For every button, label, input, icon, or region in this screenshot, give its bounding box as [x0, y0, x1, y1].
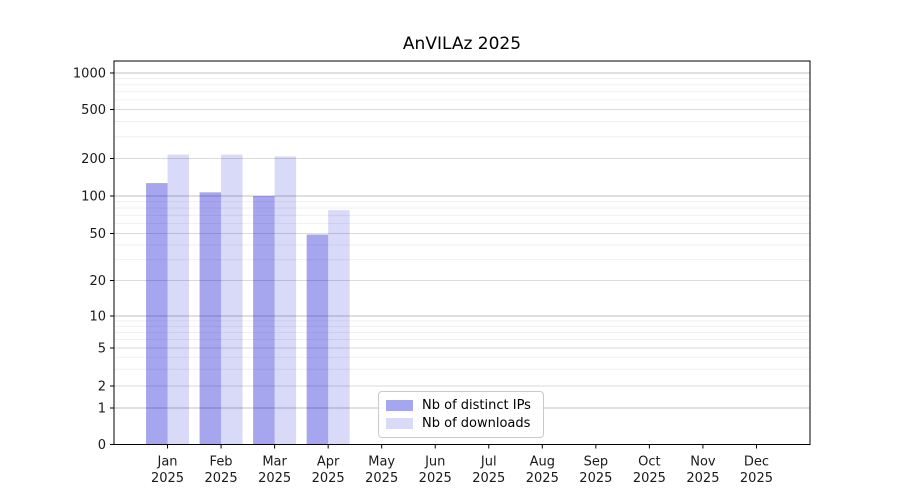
x-tick-label-mar: Mar	[262, 455, 287, 470]
legend-label-downloads: Nb of downloads	[422, 416, 531, 431]
x-tick-year-dec: 2025	[740, 471, 773, 486]
bar-nb-of-distinct-ips-jan	[146, 183, 168, 445]
x-tick-label-dec: Dec	[744, 455, 769, 470]
x-tick-label-jan: Jan	[157, 455, 178, 470]
x-tick-label-jun: Jun	[424, 455, 445, 470]
y-tick-label-200: 200	[81, 152, 106, 167]
y-tick-label-100: 100	[81, 190, 106, 205]
x-tick-label-apr: Apr	[317, 455, 340, 470]
legend-swatch-distinct-ips	[386, 400, 413, 411]
y-tick-label-10: 10	[89, 310, 106, 325]
bar-nb-of-downloads-mar	[274, 156, 297, 445]
x-tick-year-aug: 2025	[526, 471, 559, 486]
bar-nb-of-distinct-ips-mar	[253, 196, 275, 445]
legend-swatch-downloads	[386, 418, 413, 429]
x-tick-year-feb: 2025	[205, 471, 238, 486]
x-tick-label-feb: Feb	[210, 455, 233, 470]
x-tick-label-oct: Oct	[638, 455, 660, 470]
x-tick-year-apr: 2025	[312, 471, 345, 486]
x-tick-year-sep: 2025	[579, 471, 612, 486]
y-tick-label-50: 50	[89, 227, 106, 242]
x-tick-year-oct: 2025	[633, 471, 666, 486]
bar-nb-of-distinct-ips-feb	[199, 192, 222, 445]
bar-nb-of-distinct-ips-apr	[306, 234, 329, 445]
y-tick-label-1: 1	[98, 402, 106, 417]
x-tick-year-mar: 2025	[258, 471, 291, 486]
bar-nb-of-downloads-apr	[328, 210, 350, 445]
legend-item-distinct-ips: Nb of distinct IPs	[386, 398, 537, 413]
y-tick-label-2: 2	[98, 380, 106, 395]
y-tick-label-20: 20	[89, 274, 106, 289]
y-tick-label-500: 500	[81, 103, 106, 118]
x-tick-year-nov: 2025	[686, 471, 719, 486]
x-tick-year-jan: 2025	[151, 471, 184, 486]
legend-item-downloads: Nb of downloads	[386, 416, 537, 431]
x-tick-year-may: 2025	[365, 471, 398, 486]
x-tick-label-jul: Jul	[480, 455, 497, 470]
x-tick-year-jul: 2025	[472, 471, 505, 486]
y-tick-label-5: 5	[98, 342, 106, 357]
x-tick-label-may: May	[368, 455, 395, 470]
plot-frame	[113, 60, 811, 445]
x-tick-label-aug: Aug	[530, 455, 555, 470]
x-tick-label-nov: Nov	[690, 455, 716, 470]
legend: Nb of distinct IPs Nb of downloads	[378, 391, 544, 438]
legend-label-distinct-ips: Nb of distinct IPs	[422, 398, 531, 413]
y-tick-label-1000: 1000	[73, 67, 106, 82]
bar-nb-of-downloads-feb	[221, 154, 243, 445]
x-tick-year-jun: 2025	[419, 471, 452, 486]
y-tick-label-0: 0	[98, 438, 106, 453]
bar-nb-of-downloads-jan	[167, 154, 190, 445]
chart-title: AnVILAz 2025	[402, 34, 522, 54]
x-tick-label-sep: Sep	[584, 455, 609, 470]
